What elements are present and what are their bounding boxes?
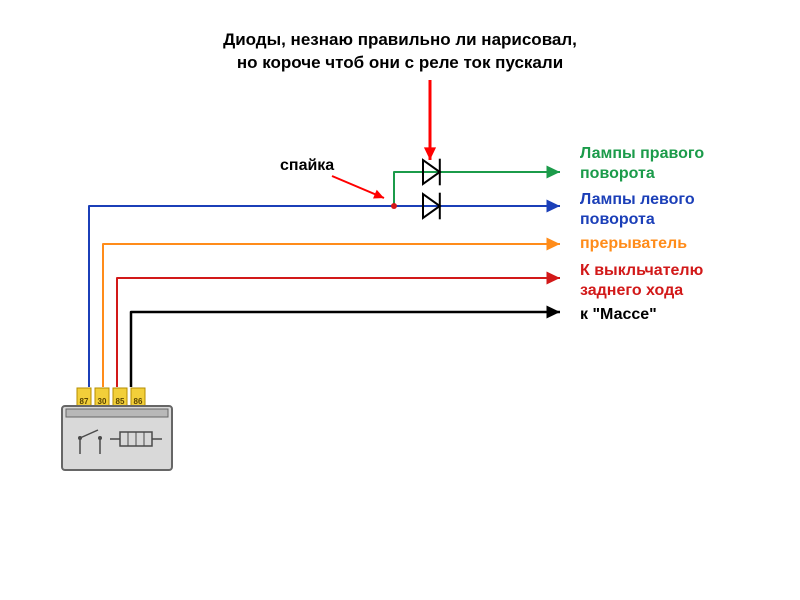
label-ground-line0: к "Массе"	[580, 306, 657, 323]
wires-group	[89, 165, 560, 387]
relay: 87 30 85 86	[62, 388, 172, 470]
wire-ground	[131, 312, 560, 387]
relay-top-slot	[66, 409, 168, 417]
label-right-turn-line0: Лампы правого	[580, 145, 704, 162]
label-right-turn-line1: поворота	[580, 165, 655, 182]
diodes-group	[423, 159, 440, 220]
relay-pin-label-86: 86	[134, 397, 143, 406]
relay-pin-label-87: 87	[80, 397, 89, 406]
wire-reverse-switch	[117, 278, 560, 387]
wire-right-turn	[394, 172, 560, 206]
label-reverse-switch-line0: К выкльчателю	[580, 262, 704, 279]
annotation-arrows	[332, 80, 436, 199]
label-left-turn-line1: поворота	[580, 211, 655, 228]
wiring-diagram: Диоды, незнаю правильно ли нарисовал, но…	[0, 0, 800, 600]
wire-labels: Лампы правого поворота Лампы левого поворот…	[580, 145, 704, 323]
solder-joint	[391, 203, 397, 209]
relay-pin-label-85: 85	[116, 397, 125, 406]
title-line2: но короче чтоб они с реле ток пускали	[237, 53, 563, 72]
soldering-label: спайка	[280, 157, 334, 174]
wire-left-turn	[89, 206, 560, 387]
label-left-turn-line0: Лампы левого	[580, 191, 695, 208]
wire-interrupter	[103, 244, 560, 387]
relay-pin-label-30: 30	[98, 397, 107, 406]
title-line1: Диоды, незнаю правильно ли нарисовал,	[223, 30, 577, 49]
label-interrupter-line0: прерыватель	[580, 235, 687, 252]
label-reverse-switch-line1: заднего хода	[580, 282, 683, 299]
